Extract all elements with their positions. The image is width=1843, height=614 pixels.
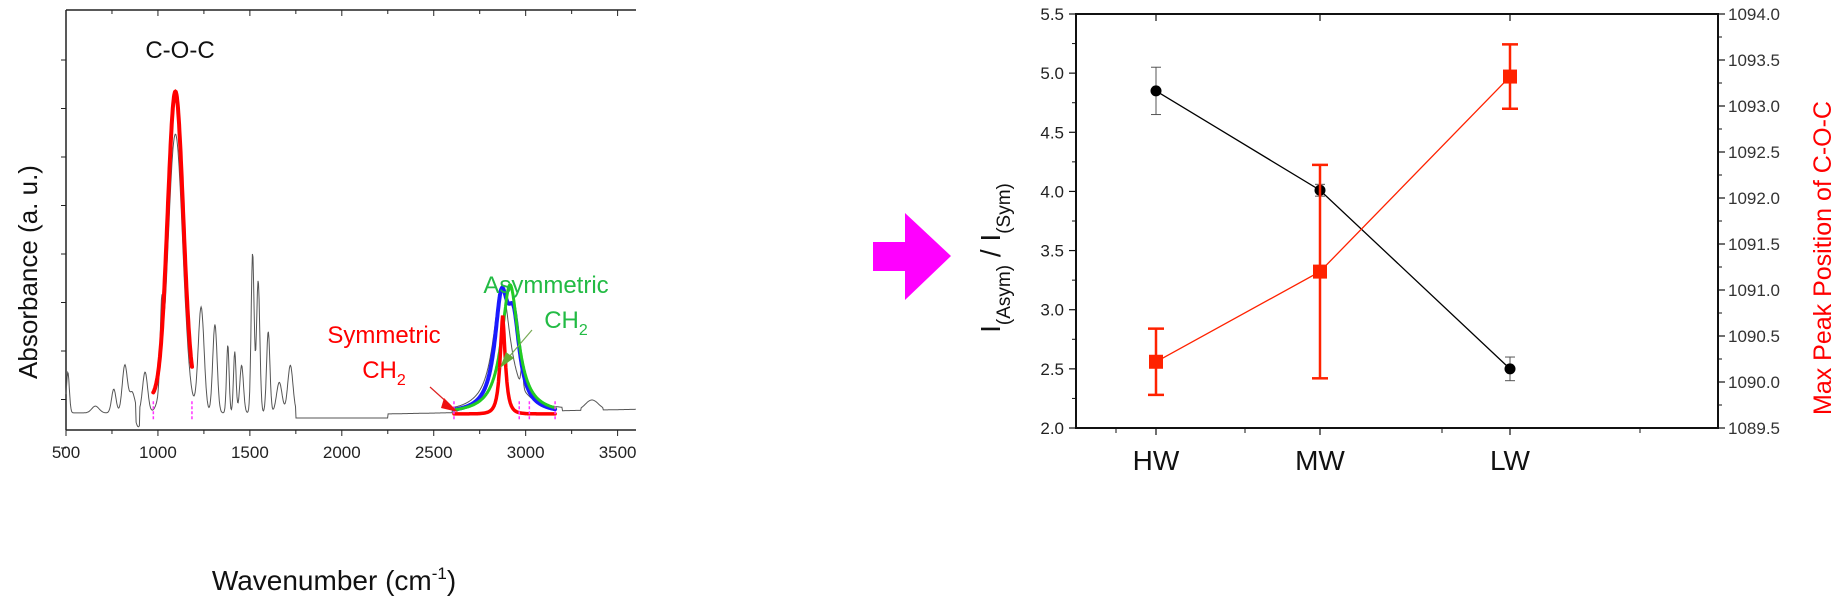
data-point-circle bbox=[1150, 85, 1162, 97]
asymmetric-ch2-fit-curve bbox=[452, 283, 557, 412]
right-y-tick-label: 1091.5 bbox=[1728, 235, 1780, 254]
spectrum-x-tick-labels: 500 1000 1500 2000 2500 3000 3500 bbox=[52, 443, 637, 462]
right-y-tick-label: 1089.5 bbox=[1728, 419, 1780, 438]
left-y-tick-label: 2.0 bbox=[1040, 419, 1064, 438]
data-point-square bbox=[1503, 69, 1517, 84]
coc-fit-curve bbox=[151, 89, 194, 395]
spectrum-curves bbox=[65, 89, 636, 428]
x-tick-label: 500 bbox=[52, 443, 80, 462]
annotation-asymmetric-ch2: CH2 bbox=[544, 307, 588, 339]
x-tick-label: 2000 bbox=[323, 443, 361, 462]
ylabel-asym: (Asym) bbox=[994, 265, 1015, 325]
series-line-0 bbox=[1155, 90, 1511, 370]
right-y-axis-label: Max Peak Position of C-O-C bbox=[1809, 101, 1837, 415]
ratio-and-peak-position-chart: 2.0 2.5 3.0 3.5 4.0 4.5 5.0 5.5 1089.5 1090.0 1090… bbox=[975, 5, 1837, 476]
x-label-sup: -1 bbox=[432, 564, 447, 583]
right-y-tick-label: 1090.0 bbox=[1728, 373, 1780, 392]
x-tick-label: 1500 bbox=[231, 443, 269, 462]
left-y-tick-label: 2.5 bbox=[1040, 360, 1064, 379]
asym-sub: 2 bbox=[579, 322, 588, 339]
dual-axes: 2.0 2.5 3.0 3.5 4.0 4.5 5.0 5.5 1089.5 1090.0 1090… bbox=[1040, 5, 1780, 476]
x-tick-label: 1000 bbox=[139, 443, 177, 462]
x-category-label: LW bbox=[1490, 445, 1530, 476]
annotation-asymmetric: Asymmetric bbox=[483, 272, 608, 299]
left-y-axis-label: I(Asym) / I(Sym) bbox=[975, 183, 1015, 333]
data-point-square bbox=[1313, 264, 1327, 279]
asym-ch: CH bbox=[544, 307, 579, 334]
spectrum-x-axis-label: Wavenumber (cm-1) bbox=[212, 564, 456, 596]
sym-ch: CH bbox=[362, 357, 397, 384]
right-y-tick-label: 1092.5 bbox=[1728, 143, 1780, 162]
right-y-tick-label: 1092.0 bbox=[1728, 189, 1780, 208]
x-label-main: Wavenumber (cm bbox=[212, 565, 432, 596]
data-point-circle bbox=[1504, 363, 1516, 375]
symmetric-pointer-arrow bbox=[429, 386, 458, 412]
ylabel-sym: (Sym) bbox=[994, 183, 1015, 234]
ftir-spectrum-chart: 500 1000 1500 2000 2500 3000 3500 Absorbance (… bbox=[13, 9, 637, 596]
x-tick-label: 2500 bbox=[415, 443, 453, 462]
x-label-close: ) bbox=[447, 565, 456, 596]
left-y-tick-label: 3.0 bbox=[1040, 301, 1064, 320]
data-point-square bbox=[1149, 354, 1163, 369]
right-y-tick-label: 1090.5 bbox=[1728, 327, 1780, 346]
sym-sub: 2 bbox=[397, 372, 406, 389]
left-y-tick-label: 5.0 bbox=[1040, 64, 1064, 83]
ylabel-i: I bbox=[975, 325, 1006, 333]
x-tick-label: 3500 bbox=[599, 443, 637, 462]
spectrum-axes bbox=[61, 9, 636, 449]
plot-frame bbox=[1075, 13, 1719, 429]
left-y-tick-label: 5.5 bbox=[1040, 5, 1064, 24]
spectrum-y-axis-label: Absorbance (a. u.) bbox=[13, 165, 43, 379]
dual-series bbox=[1148, 43, 1518, 397]
right-y-tick-label: 1093.5 bbox=[1728, 51, 1780, 70]
x-tick-label: 3000 bbox=[507, 443, 545, 462]
x-category-label: HW bbox=[1133, 445, 1180, 476]
annotation-symmetric: Symmetric bbox=[327, 322, 440, 349]
right-y-tick-label: 1093.0 bbox=[1728, 97, 1780, 116]
ylabel-slash-i: / I bbox=[975, 234, 1006, 265]
left-y-tick-label: 3.5 bbox=[1040, 242, 1064, 261]
right-y-tick-label: 1094.0 bbox=[1728, 5, 1780, 24]
asymmetric-pointer-arrow bbox=[500, 329, 533, 368]
annotation-coc: C-O-C bbox=[145, 37, 214, 64]
left-y-tick-label: 4.5 bbox=[1040, 123, 1064, 142]
x-category-label: MW bbox=[1295, 445, 1345, 476]
right-y-tick-label: 1091.0 bbox=[1728, 281, 1780, 300]
annotation-symmetric-ch2: CH2 bbox=[362, 357, 406, 389]
magenta-arrow-icon bbox=[873, 213, 951, 300]
symmetric-ch2-fit-curve bbox=[452, 315, 557, 416]
left-y-tick-label: 4.0 bbox=[1040, 182, 1064, 201]
